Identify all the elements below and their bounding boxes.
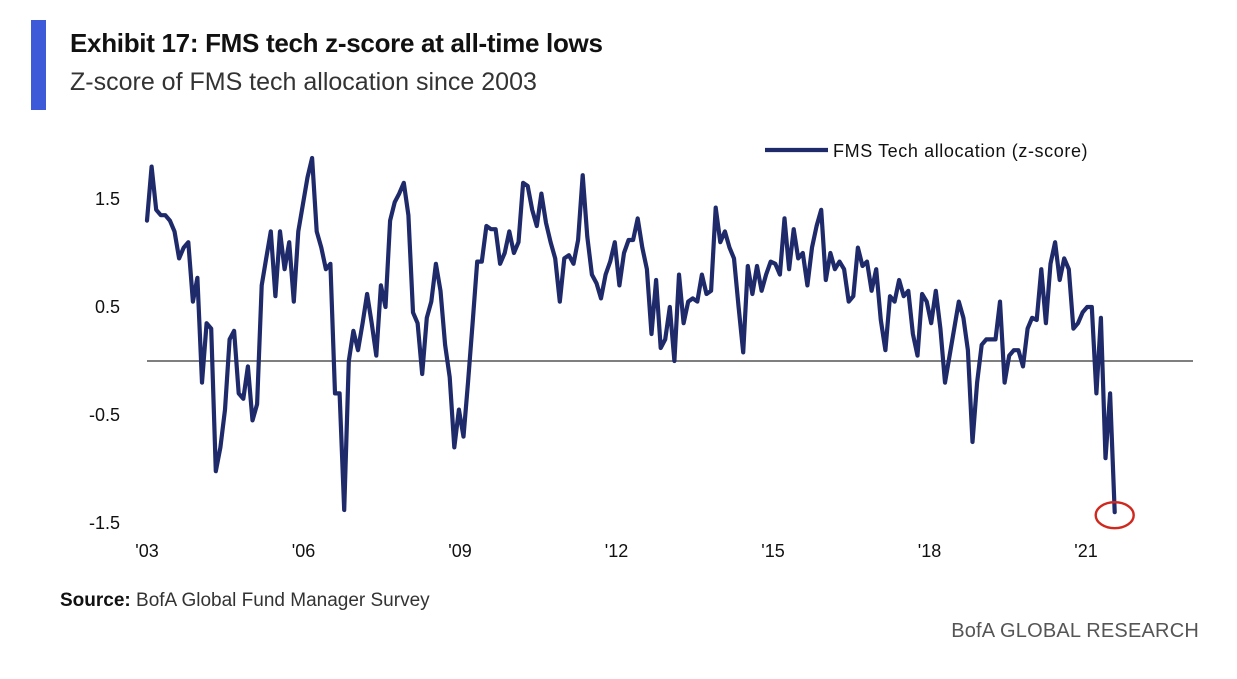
brand-label: BofA GLOBAL RESEARCH: [951, 620, 1199, 642]
y-tick-label: -1.5: [89, 513, 120, 533]
chart-subtitle: Z-score of FMS tech allocation since 200…: [70, 68, 537, 96]
y-tick-label: 0.5: [95, 297, 120, 317]
y-tick-label: -0.5: [89, 405, 120, 425]
chart-title: Exhibit 17: FMS tech z-score at all-time…: [70, 28, 603, 58]
series-points: [146, 157, 1117, 514]
x-tick-label: '09: [448, 541, 471, 561]
y-axis-ticks: 1.5 0.5 -0.5 -1.5: [89, 189, 120, 533]
x-tick-label: '21: [1074, 541, 1097, 561]
source-label: Source:: [60, 590, 131, 611]
source-note: Source: BofA Global Fund Manager Survey: [60, 590, 430, 612]
series-line: [144, 155, 1117, 515]
x-tick-label: '12: [605, 541, 628, 561]
legend: FMS Tech allocation (z-score): [765, 141, 1088, 161]
source-text: BofA Global Fund Manager Survey: [136, 590, 430, 611]
x-tick-label: '18: [918, 541, 941, 561]
legend-label: FMS Tech allocation (z-score): [833, 141, 1088, 161]
x-tick-label: '15: [761, 541, 784, 561]
x-axis-ticks: '03 '06 '09 '12 '15 '18 '21: [135, 541, 1097, 561]
y-tick-label: 1.5: [95, 189, 120, 209]
accent-bar: [31, 20, 46, 110]
x-tick-label: '03: [135, 541, 158, 561]
latest-value-highlight-circle: [1094, 501, 1135, 530]
x-tick-label: '06: [292, 541, 315, 561]
